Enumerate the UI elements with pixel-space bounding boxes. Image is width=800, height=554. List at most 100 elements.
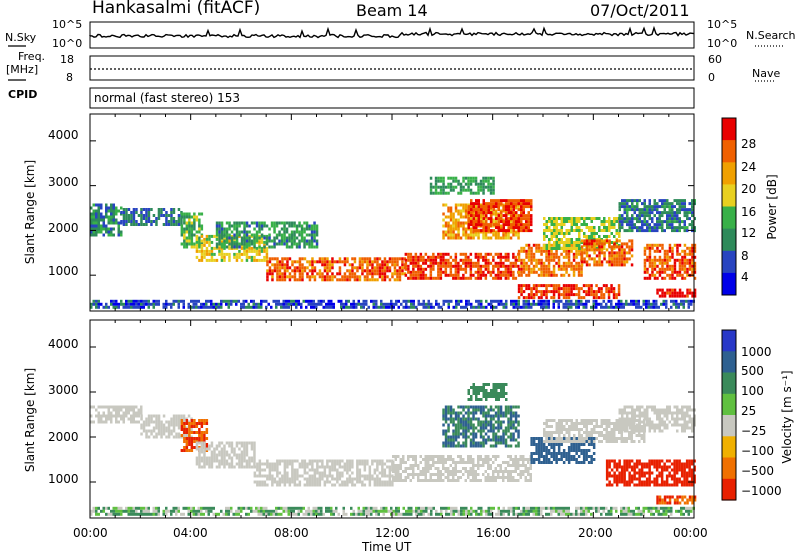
cell-1-1 xyxy=(157,432,161,436)
cell-0-6 xyxy=(447,252,450,256)
cell-0-5 xyxy=(343,272,347,276)
cell-1-3 xyxy=(218,462,221,466)
cell-0-8 xyxy=(527,223,530,227)
cell-0-14 xyxy=(668,276,672,280)
cell-0-5 xyxy=(308,263,312,267)
cell-0-14 xyxy=(673,261,677,265)
cell-1-2 xyxy=(203,437,206,440)
cell-0-5 xyxy=(313,275,317,279)
cell-0-12 xyxy=(593,260,596,264)
cell-0-5 xyxy=(278,266,282,270)
cell-0-13 xyxy=(661,211,664,215)
cell-0-5 xyxy=(331,266,334,270)
cell-1-5 xyxy=(419,455,422,458)
cell-0-7 xyxy=(499,236,503,240)
cell-1-3 xyxy=(238,462,241,466)
cell-0-8 xyxy=(475,199,478,203)
cell-0-15 xyxy=(607,287,611,291)
cell-0-7 xyxy=(499,224,503,228)
cell-0-7 xyxy=(457,209,460,213)
cell-1-4 xyxy=(328,474,332,478)
cell-1-5 xyxy=(447,467,450,470)
cell-0-13 xyxy=(673,229,676,233)
cell-0-14 xyxy=(661,258,664,262)
cell-0-13 xyxy=(668,208,671,212)
cell-1-5 xyxy=(474,473,477,476)
cell-0-4 xyxy=(215,233,219,237)
cell-0-0 xyxy=(110,203,113,207)
cell-0-12 xyxy=(600,251,604,255)
cell-1-5 xyxy=(514,458,517,461)
cell-0-17 xyxy=(310,302,313,306)
cell-0-14 xyxy=(673,267,677,271)
cell-1-6 xyxy=(442,423,445,427)
cell-1-5 xyxy=(454,473,457,476)
cell-0-5 xyxy=(306,260,309,264)
cell-1-4 xyxy=(283,474,287,478)
cell-1-4 xyxy=(268,471,272,475)
cell-0-17 xyxy=(647,299,650,303)
cell-0-6 xyxy=(509,270,513,274)
cell-1-6 xyxy=(447,426,450,430)
cell-0-12 xyxy=(603,254,606,258)
cell-1-6 xyxy=(467,408,470,412)
cell-0-6 xyxy=(449,273,453,277)
cell-0-4 xyxy=(215,221,219,225)
cell-0-13 xyxy=(631,226,634,230)
cell-1-6 xyxy=(454,417,458,421)
cell-0-4 xyxy=(293,239,296,243)
cell-0-17 xyxy=(460,299,463,303)
cell-0-9 xyxy=(487,188,490,192)
cell-0-17 xyxy=(515,305,518,309)
cell-0-4 xyxy=(265,236,269,240)
cell-0-13 xyxy=(653,205,656,209)
cell-1-6 xyxy=(449,411,453,415)
cell-0-14 xyxy=(643,264,647,268)
cell-1-1 xyxy=(172,414,176,418)
cell-0-11 xyxy=(543,238,546,241)
cell-0-16 xyxy=(656,288,659,292)
cell-0-17 xyxy=(532,302,535,306)
cell-0-14 xyxy=(676,258,679,262)
cell-0-17 xyxy=(207,305,210,309)
cell-1-5 xyxy=(482,461,485,464)
cell-0-15 xyxy=(587,293,591,297)
cell-0-2 xyxy=(190,236,194,240)
cell-0-8 xyxy=(512,220,515,224)
cell-0-17 xyxy=(355,302,358,306)
cell-0-11 xyxy=(585,226,588,229)
cell-1-6 xyxy=(454,426,458,430)
cell-0-13 xyxy=(681,226,684,230)
cell-1-4 xyxy=(338,471,342,475)
cell-0-11 xyxy=(600,220,603,223)
cell-0-9 xyxy=(457,179,460,183)
cell-0-8 xyxy=(497,223,500,227)
cell-0-5 xyxy=(371,266,374,270)
cell-1-4 xyxy=(358,471,362,475)
cell-0-6 xyxy=(444,252,448,256)
cell-0-5 xyxy=(276,275,279,279)
cell-1-4 xyxy=(271,480,274,484)
cell-0-11 xyxy=(555,235,558,238)
cell-1-5 xyxy=(524,479,527,482)
cell-0-16 xyxy=(693,291,697,295)
cell-0-1 xyxy=(157,214,161,217)
cell-0-13 xyxy=(638,226,641,230)
cell-0-0 xyxy=(102,218,105,222)
cell-1-4 xyxy=(381,465,384,469)
cell-1-6 xyxy=(442,417,445,421)
cell-1-5 xyxy=(507,455,510,458)
cell-0-8 xyxy=(530,199,533,203)
cell-0-8 xyxy=(507,223,510,227)
cell-0-3 xyxy=(200,255,204,259)
cell-0-15 xyxy=(552,296,556,300)
cell-1-5 xyxy=(512,476,515,479)
cell-0-16 xyxy=(678,288,682,292)
cell-1-4 xyxy=(343,465,347,469)
cell-0-13 xyxy=(678,205,681,209)
cell-0-14 xyxy=(688,261,692,265)
cell-1-5 xyxy=(504,461,507,464)
cell-0-5 xyxy=(276,257,279,261)
cell-1-5 xyxy=(514,470,517,473)
cell-0-0 xyxy=(95,203,98,207)
